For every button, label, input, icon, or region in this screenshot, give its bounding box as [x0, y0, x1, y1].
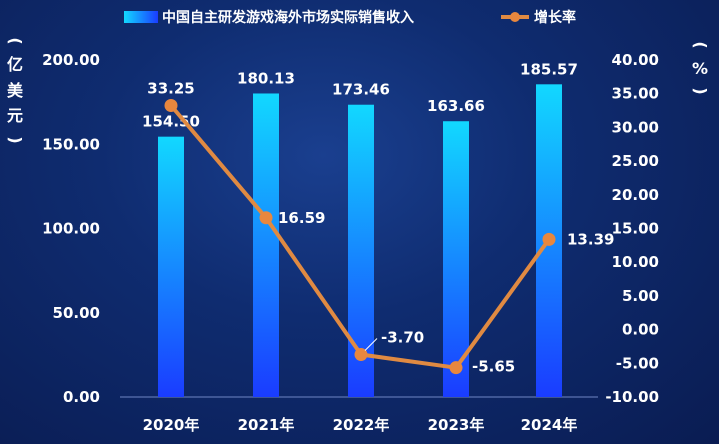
x-axis-labels: 2020年 2021年 2022年 2023年 2024年 [143, 416, 578, 434]
growth-label-leader [364, 338, 378, 351]
right-axis-tick-label: 20.00 [612, 186, 659, 204]
bar-value-label: 154.50 [142, 113, 200, 131]
left-axis-tick-label: 200.00 [42, 51, 100, 69]
x-axis-category-label: 2024年 [521, 416, 578, 434]
right-axis-tick-label: -10.00 [605, 388, 659, 406]
growth-marker [164, 98, 178, 112]
right-axis-tick-label: -5.00 [616, 354, 659, 372]
left-axis-unit-char: 元 [7, 106, 23, 125]
growth-marker [449, 361, 463, 375]
growth-marker [542, 232, 556, 246]
right-axis-tick-label: 35.00 [612, 85, 659, 103]
left-axis-tick-label: 0.00 [63, 388, 100, 406]
right-axis-unit-char: ) [691, 87, 710, 94]
bar-value-label: 180.13 [237, 69, 295, 87]
right-axis-tick-label: 10.00 [612, 253, 659, 271]
bar-data-labels: 154.50 180.13 173.46 163.66 185.57 [142, 60, 578, 130]
growth-marker [259, 211, 273, 225]
bar [253, 93, 279, 397]
left-axis-tick-label: 150.00 [42, 135, 100, 153]
growth-value-label: 13.39 [567, 230, 614, 248]
right-axis-tick-label: 15.00 [612, 220, 659, 238]
left-axis-unit-char: ) [6, 136, 25, 143]
left-axis-unit: ( 亿美元) [6, 37, 25, 143]
legend-line-marker [510, 12, 520, 22]
bar-value-label: 163.66 [427, 97, 485, 115]
right-axis-tick-label: 40.00 [612, 51, 659, 69]
right-axis-tick-label: 5.00 [622, 287, 659, 305]
growth-value-label: -5.65 [472, 358, 515, 376]
bar-value-label: 173.46 [332, 81, 390, 99]
bar-series [158, 84, 562, 398]
left-axis-tick-label: 50.00 [53, 304, 100, 322]
left-axis-unit-char: 美 [7, 81, 24, 100]
right-axis-unit-char: ( [691, 41, 710, 48]
left-axis-unit-char: 亿 [7, 55, 23, 74]
growth-value-label: 33.25 [147, 79, 194, 97]
growth-line-series [164, 98, 556, 375]
right-axis-unit: (%) [691, 41, 710, 94]
right-axis-ticks: -10.00 -5.00 0.00 5.00 10.00 15.00 20.00 25.00 3… [605, 51, 659, 406]
x-axis-category-label: 2021年 [238, 416, 295, 434]
x-axis-category-label: 2020年 [143, 416, 200, 434]
right-axis-unit-char: % [692, 59, 708, 78]
growth-value-label: 16.59 [278, 209, 325, 227]
left-axis-unit-char: ( [6, 37, 25, 44]
bar [158, 136, 184, 398]
growth-data-labels: 33.25 16.59 -3.70 -5.65 13.39 [147, 79, 614, 375]
legend: 中国自主研发游戏海外市场实际销售收入 增长率 [124, 9, 576, 26]
growth-value-label: -3.70 [381, 329, 424, 347]
right-axis-tick-label: 25.00 [612, 152, 659, 170]
growth-marker [354, 348, 368, 362]
right-axis-tick-label: 30.00 [612, 118, 659, 136]
bar-value-label: 185.57 [520, 60, 578, 78]
x-axis-category-label: 2022年 [333, 416, 390, 434]
left-axis-tick-label: 100.00 [42, 220, 100, 238]
legend-bar-swatch [124, 11, 158, 23]
legend-bar-label: 中国自主研发游戏海外市场实际销售收入 [162, 9, 414, 26]
legend-line-label: 增长率 [534, 9, 576, 26]
left-axis-ticks: 0.00 50.00 100.00 150.00 200.00 [42, 51, 100, 406]
bar [443, 121, 469, 397]
right-axis-tick-label: 0.00 [622, 321, 659, 339]
x-axis-category-label: 2023年 [428, 416, 485, 434]
